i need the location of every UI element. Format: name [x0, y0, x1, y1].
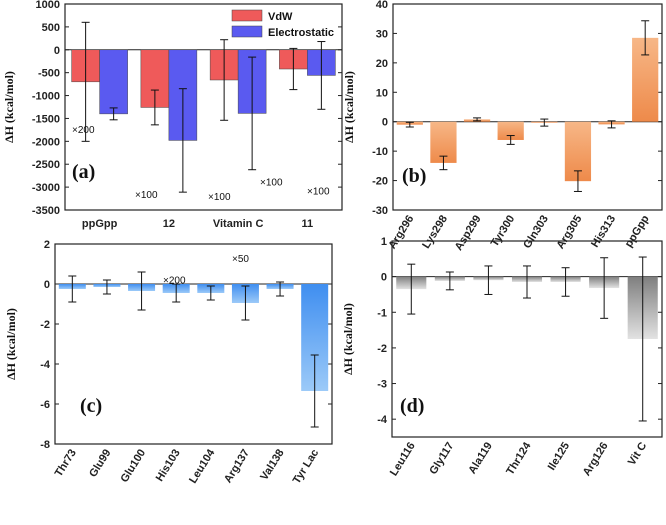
y-tick-label: 2 — [44, 239, 50, 251]
x-tick-label: Ala119 — [466, 440, 495, 476]
x-tick-label: Ile125 — [546, 440, 572, 472]
x-tick-label: Gly117 — [427, 440, 456, 476]
y-tick-label: -4 — [377, 414, 388, 426]
y-tick-label: -20 — [372, 176, 388, 188]
legend-swatch-vdw — [231, 9, 263, 22]
y-tick-label: 0 — [54, 45, 60, 57]
x-tick-label: 11 — [302, 218, 314, 230]
bar — [497, 121, 524, 140]
y-tick-label: 1 — [381, 236, 387, 248]
y-tick-label: 40 — [376, 0, 388, 11]
panel-label-1: (b) — [402, 165, 426, 187]
y-tick-label: -1500 — [32, 113, 60, 125]
y-tick-label: -3000 — [32, 182, 60, 194]
y-tick-label: 0 — [44, 279, 50, 291]
y-tick-label: -2000 — [32, 136, 60, 148]
y-tick-label: -10 — [372, 146, 388, 158]
x-tick-label: Glu100 — [118, 447, 148, 484]
plot-frame-1 — [392, 3, 663, 211]
x-tick-label: 12 — [163, 218, 175, 230]
legend-label-electrostatic: Electrostatic — [268, 27, 334, 39]
scale-annotation: ×200 — [163, 276, 186, 287]
y-tick-label: -1000 — [32, 91, 60, 103]
x-tick-label: Arg296 — [386, 213, 416, 251]
scale-annotation: ×50 — [232, 254, 249, 265]
x-tick-label: His103 — [154, 447, 183, 483]
x-tick-label: Vit C — [626, 440, 649, 467]
scale-annotation: ×200 — [72, 125, 95, 136]
legend-swatch-electrostatic — [231, 25, 263, 38]
y-tick-label: 20 — [376, 58, 388, 70]
x-tick-label: Vitamin C — [213, 218, 264, 230]
x-tick-label: His313 — [589, 213, 618, 249]
x-tick-label: Arg137 — [222, 447, 252, 485]
x-tick-label: Leu116 — [388, 440, 418, 478]
y-tick-label: -500 — [38, 68, 60, 80]
scale-annotation: ×100 — [307, 186, 330, 197]
y-tick-label: -30 — [372, 205, 388, 217]
y-tick-label: -2 — [377, 343, 387, 355]
plot-frame-2 — [54, 243, 333, 445]
y-tick-label: -3500 — [32, 205, 60, 217]
y-tick-label: -8 — [40, 439, 50, 451]
y-tick-label: 0 — [381, 272, 387, 284]
x-tick-label: Lys298 — [420, 213, 450, 251]
x-tick-label: Arg305 — [555, 213, 585, 251]
x-tick-label: Thr124 — [504, 439, 534, 477]
y-axis-label-1: ΔH (kcal/mol) — [342, 71, 356, 143]
plot-frame-3 — [391, 240, 663, 438]
y-tick-label: -4 — [40, 359, 51, 371]
y-axis-label-3: ΔH (kcal/mol) — [341, 303, 355, 375]
x-tick-label: ppGpp — [82, 218, 118, 230]
y-axis-label-0: ΔH (kcal/mol) — [2, 71, 16, 143]
y-tick-label: 500 — [42, 22, 60, 34]
x-tick-label: Tyr Lac — [291, 447, 321, 486]
y-tick-label: -3 — [377, 379, 387, 391]
y-axis-label-2: ΔH (kcal/mol) — [4, 308, 18, 380]
y-tick-label: 1000 — [36, 0, 60, 11]
x-tick-label: Asp299 — [453, 213, 484, 253]
x-tick-label: Tyr300 — [489, 213, 518, 249]
x-tick-label: ppGpp — [623, 213, 652, 250]
y-tick-label: 30 — [376, 28, 388, 40]
y-tick-label: -1 — [377, 307, 387, 319]
panel-label-0: (a) — [72, 161, 95, 183]
y-tick-label: 0 — [382, 117, 388, 129]
scale-annotation: ×100 — [208, 192, 231, 203]
y-tick-label: -6 — [40, 399, 50, 411]
x-tick-label: Arg126 — [581, 440, 611, 478]
x-tick-label: Gln303 — [521, 213, 551, 250]
panel-label-3: (d) — [400, 395, 424, 417]
y-tick-label: 10 — [376, 87, 388, 99]
panel-label-2: (c) — [80, 395, 102, 417]
x-tick-label: Thr73 — [53, 447, 79, 479]
y-tick-label: -2 — [40, 319, 50, 331]
scale-annotation: ×100 — [260, 177, 283, 188]
legend-label-vdw: VdW — [268, 11, 293, 23]
bar-electrostatic — [99, 49, 128, 115]
y-tick-label: -2500 — [32, 159, 60, 171]
x-tick-label: Glu99 — [87, 447, 113, 479]
plot-frame-0 — [64, 3, 343, 211]
scale-annotation: ×100 — [135, 190, 158, 201]
x-tick-label: Leu104 — [187, 446, 218, 485]
x-tick-label: Val138 — [258, 447, 286, 482]
